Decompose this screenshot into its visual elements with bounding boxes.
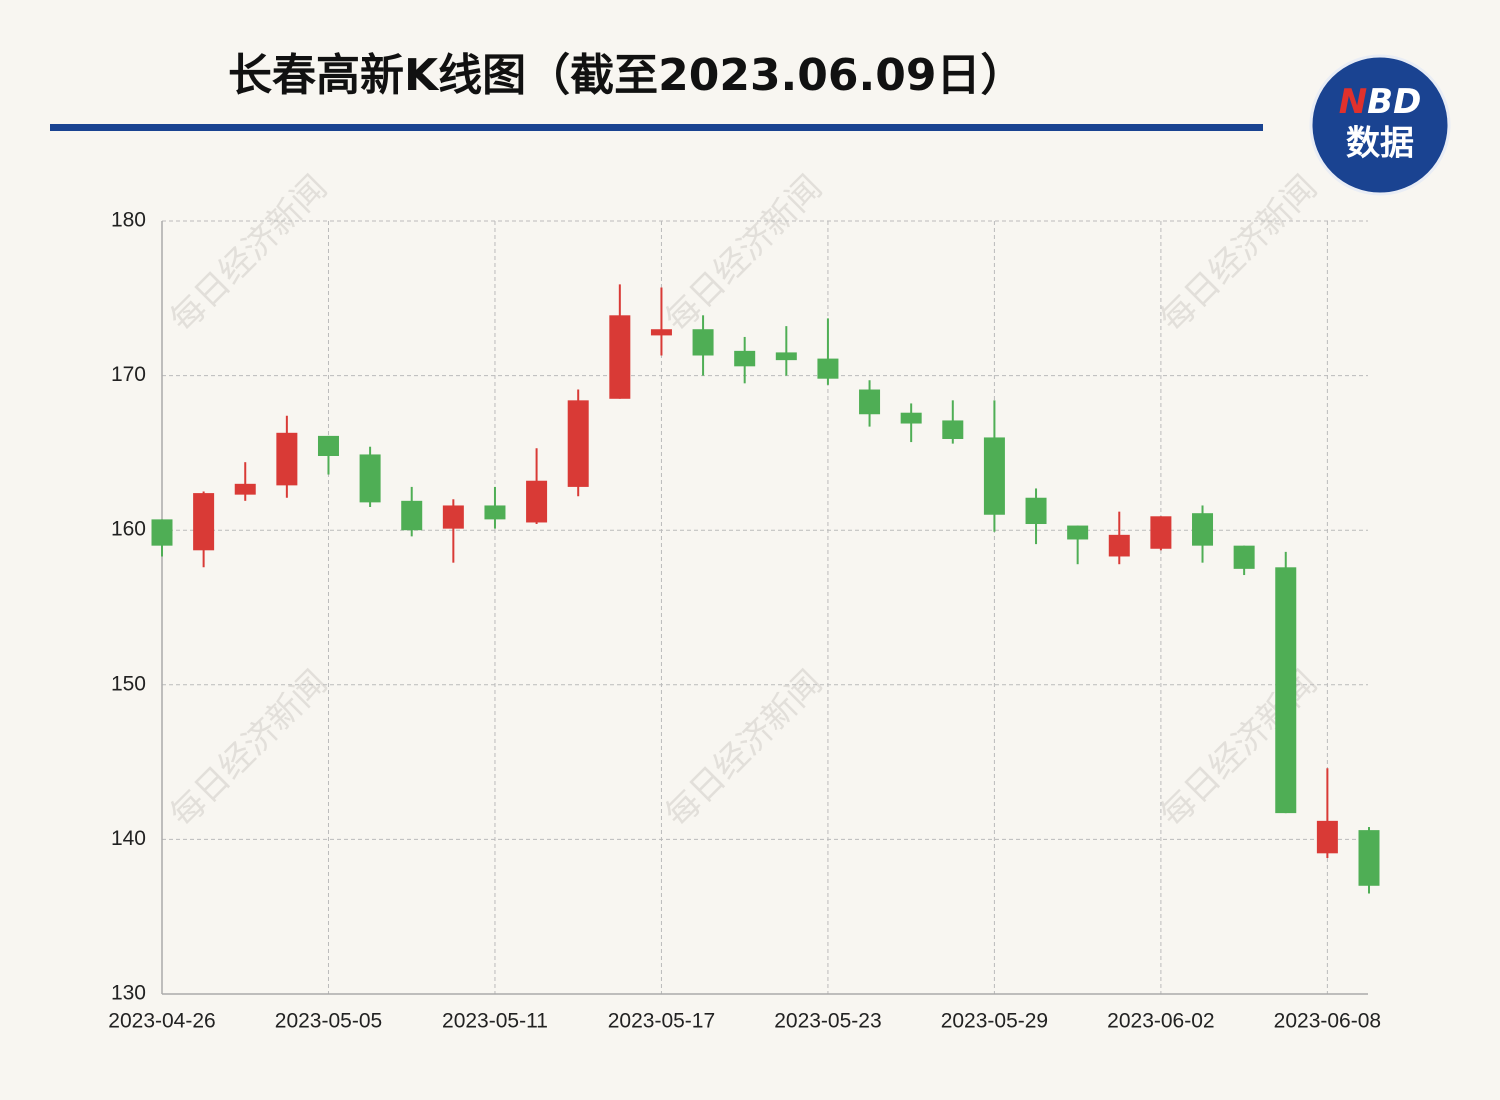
- candle-body: [1233, 545, 1255, 569]
- title-rule: [50, 124, 1263, 131]
- candle-body: [193, 493, 215, 551]
- x-tick-label: 2023-06-08: [1274, 1010, 1381, 1033]
- y-tick-label: 140: [111, 827, 146, 850]
- logo-text: NBD: [1339, 82, 1422, 122]
- chart-title: 长春高新K线图（截至2023.06.09日）: [228, 50, 1024, 101]
- x-tick-label: 2023-05-17: [608, 1010, 715, 1033]
- candle-body: [1150, 516, 1172, 549]
- candle-body: [401, 500, 423, 531]
- candle-body: [317, 435, 339, 456]
- x-tick-label: 2023-05-05: [275, 1010, 382, 1033]
- candle-body: [1316, 820, 1338, 854]
- candle-body: [1275, 567, 1297, 814]
- candle-body: [1025, 497, 1047, 525]
- x-tick-label: 2023-06-02: [1107, 1010, 1214, 1033]
- x-tick-label: 2023-04-26: [108, 1010, 215, 1033]
- logo-sub: 数据: [1346, 124, 1414, 164]
- candle-body: [526, 480, 548, 523]
- candle-body: [942, 420, 964, 439]
- logo-bd: BD: [1367, 82, 1421, 122]
- candle-body: [151, 519, 173, 546]
- logo-circle: [1309, 54, 1451, 196]
- candle-body: [484, 505, 506, 520]
- x-tick-label: 2023-05-11: [442, 1010, 548, 1033]
- candle-body: [734, 350, 756, 367]
- candle-body: [442, 505, 464, 529]
- y-tick-label: 170: [111, 363, 146, 386]
- candle-body: [567, 400, 589, 487]
- candle-body: [775, 352, 797, 361]
- x-tick-label: 2023-05-29: [941, 1010, 1048, 1033]
- candle-body: [983, 437, 1005, 515]
- candle-body: [234, 483, 256, 495]
- x-tick-label: 2023-05-23: [774, 1010, 881, 1033]
- candle-body: [1108, 534, 1130, 557]
- candle-body: [817, 358, 839, 379]
- candle-body: [359, 454, 381, 503]
- candle-body: [859, 389, 881, 415]
- candle-body: [650, 329, 672, 336]
- y-tick-label: 150: [111, 672, 146, 695]
- candle-body: [1067, 525, 1089, 540]
- candle-body: [1192, 513, 1214, 546]
- candle-body: [609, 315, 631, 399]
- candle-body: [276, 432, 298, 486]
- logo-n: N: [1339, 82, 1367, 122]
- y-tick-label: 160: [111, 518, 146, 541]
- candle-body: [1358, 830, 1380, 886]
- candle-body: [900, 412, 922, 424]
- y-tick-label: 180: [111, 209, 146, 232]
- y-tick-label: 130: [111, 982, 146, 1005]
- candle-body: [692, 329, 714, 356]
